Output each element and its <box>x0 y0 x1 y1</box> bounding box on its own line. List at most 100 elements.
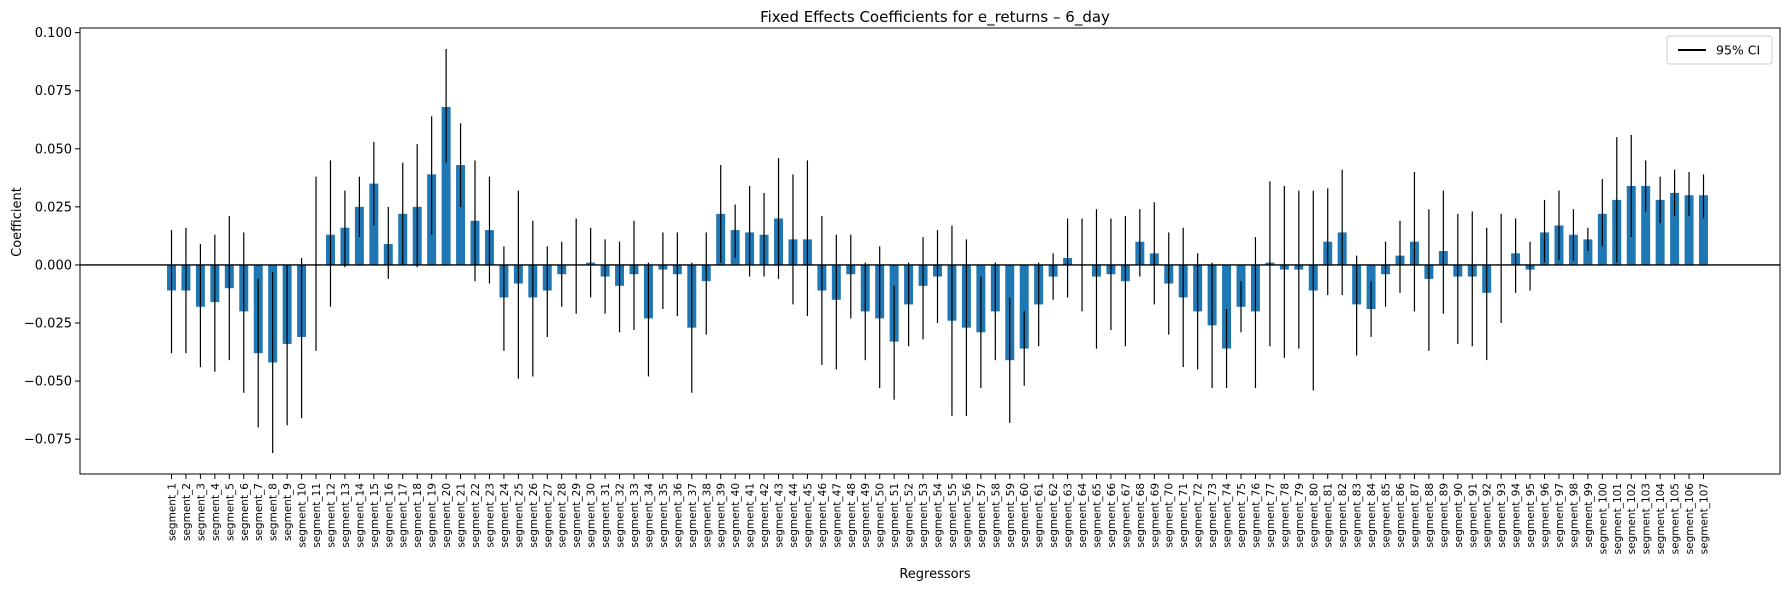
bar <box>1641 185 1651 265</box>
x-tick-label: segment_41 <box>745 483 757 548</box>
x-tick-label: segment_74 <box>1222 483 1234 548</box>
x-tick-label: segment_49 <box>860 483 872 548</box>
legend: 95% CI <box>1666 35 1773 65</box>
x-tick-label: segment_92 <box>1482 483 1494 548</box>
x-tick-label: segment_45 <box>802 483 814 548</box>
x-tick-label: segment_15 <box>369 483 381 548</box>
bar <box>1655 199 1665 265</box>
x-tick-label: segment_50 <box>875 483 887 548</box>
bar <box>1583 239 1593 265</box>
x-tick-label: segment_5 <box>224 483 236 541</box>
x-tick-label: segment_90 <box>1453 483 1465 548</box>
x-tick-label: segment_9 <box>282 483 294 541</box>
x-tick-label: segment_30 <box>586 483 598 548</box>
x-tick-label: segment_86 <box>1395 483 1407 548</box>
x-tick-label: segment_103 <box>1641 483 1653 554</box>
x-tick-label: segment_99 <box>1583 483 1595 548</box>
x-tick-label: segment_96 <box>1540 483 1552 548</box>
x-tick-label: segment_79 <box>1294 483 1306 548</box>
x-tick-label: segment_57 <box>976 483 988 548</box>
x-tick-label: segment_17 <box>398 483 410 548</box>
x-tick-label: segment_65 <box>1091 483 1103 548</box>
x-tick-label: segment_68 <box>1135 483 1147 548</box>
x-tick-label: segment_21 <box>456 483 468 548</box>
x-tick-label: segment_48 <box>846 483 858 548</box>
x-tick-label: segment_4 <box>210 483 222 541</box>
x-tick-label: segment_83 <box>1352 483 1364 548</box>
x-tick-label: segment_27 <box>542 483 554 548</box>
x-tick-label: segment_60 <box>1019 483 1031 548</box>
x-tick-label: segment_61 <box>1034 483 1046 548</box>
x-tick-label: segment_2 <box>181 483 193 541</box>
bar <box>1670 192 1680 265</box>
x-tick-label: segment_32 <box>615 483 627 548</box>
x-tick-label: segment_87 <box>1409 483 1421 548</box>
x-tick-label: segment_28 <box>557 483 569 548</box>
x-tick-label: segment_71 <box>1178 483 1190 548</box>
x-tick-label: segment_56 <box>961 483 973 548</box>
x-tick-label: segment_8 <box>268 483 280 541</box>
x-tick-label: segment_34 <box>643 483 655 548</box>
bar <box>1222 264 1232 349</box>
x-tick-label: segment_18 <box>412 483 424 548</box>
x-tick-label: segment_82 <box>1337 483 1349 548</box>
x-tick-label: segment_52 <box>904 483 916 548</box>
x-tick-label: segment_58 <box>990 483 1002 548</box>
x-tick-label: segment_106 <box>1684 483 1696 555</box>
x-tick-label: segment_33 <box>629 483 641 548</box>
x-tick-label: segment_14 <box>354 483 366 548</box>
y-tick-label: 0.075 <box>35 84 72 99</box>
x-tick-label: segment_6 <box>239 483 251 541</box>
x-tick-label: segment_3 <box>195 483 207 541</box>
x-tick-label: segment_20 <box>441 483 453 548</box>
x-tick-label: segment_80 <box>1308 483 1320 548</box>
x-tick-label: segment_47 <box>831 483 843 548</box>
x-axis-label: Regressors <box>899 567 971 582</box>
x-tick-label: segment_77 <box>1265 483 1277 548</box>
x-tick-label: segment_63 <box>1063 483 1075 548</box>
x-tick-label: segment_13 <box>340 483 352 548</box>
x-tick-label: segment_89 <box>1438 483 1450 548</box>
y-tick-label: −0.050 <box>24 375 72 390</box>
legend-box <box>1666 35 1773 65</box>
x-tick-label: segment_42 <box>759 483 771 548</box>
x-tick-label: segment_75 <box>1236 483 1248 548</box>
x-tick-label: segment_67 <box>1120 483 1132 548</box>
x-tick-label: segment_91 <box>1467 483 1479 548</box>
x-tick-label: segment_93 <box>1496 483 1508 548</box>
y-tick-label: 0.100 <box>35 26 72 41</box>
x-tick-label: segment_31 <box>600 483 612 548</box>
bar <box>441 106 451 265</box>
x-tick-label: segment_100 <box>1597 483 1609 554</box>
x-tick-label: segment_36 <box>672 483 684 548</box>
x-tick-label: segment_7 <box>253 483 265 541</box>
bar <box>1684 195 1694 265</box>
x-tick-label: segment_51 <box>889 483 901 548</box>
x-tick-label: segment_29 <box>571 483 583 548</box>
x-tick-label: segment_104 <box>1655 483 1667 555</box>
x-tick-label: segment_76 <box>1250 483 1262 548</box>
y-tick-label: −0.025 <box>24 317 72 332</box>
x-tick-label: segment_19 <box>427 483 439 548</box>
x-tick-label: segment_69 <box>1149 483 1161 548</box>
x-tick-label: segment_10 <box>297 483 309 548</box>
x-tick-label: segment_39 <box>716 483 728 548</box>
bar <box>1019 264 1029 349</box>
x-tick-label: segment_107 <box>1699 483 1711 554</box>
x-tick-label: segment_22 <box>470 483 482 548</box>
x-tick-label: segment_38 <box>701 483 713 548</box>
x-tick-label: segment_43 <box>774 483 786 548</box>
y-axis-label: Coefficient <box>10 187 25 257</box>
x-tick-label: segment_84 <box>1366 483 1378 548</box>
x-tick-label: segment_85 <box>1381 483 1393 548</box>
x-tick-label: segment_62 <box>1048 483 1060 548</box>
x-tick-label: segment_23 <box>484 483 496 548</box>
x-tick-label: segment_98 <box>1568 483 1580 548</box>
x-tick-label: segment_46 <box>817 483 829 548</box>
x-tick-label: segment_97 <box>1554 483 1566 548</box>
x-tick-label: segment_88 <box>1424 483 1436 548</box>
y-tick-label: 0.025 <box>35 200 72 215</box>
x-tick-label: segment_81 <box>1323 483 1335 548</box>
